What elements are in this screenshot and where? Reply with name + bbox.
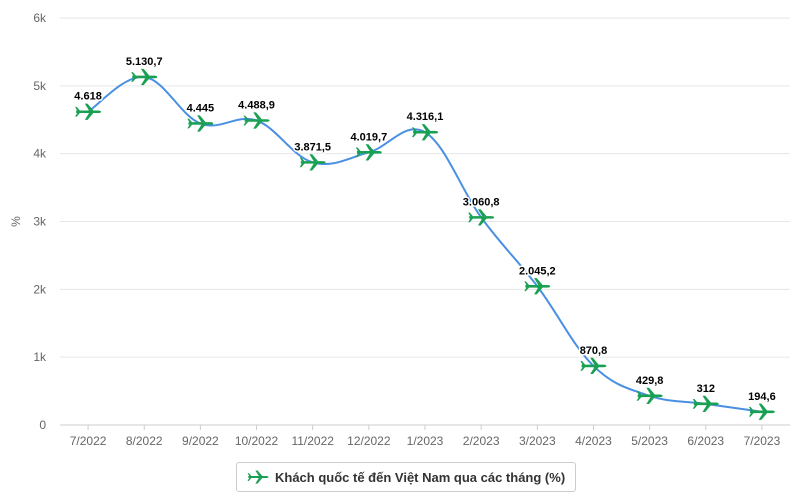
data-label: 4.618 xyxy=(74,91,102,103)
airplane-icon[interactable] xyxy=(748,403,775,420)
y-tick-label: 1k xyxy=(33,350,47,364)
x-tick-label: 3/2023 xyxy=(519,434,556,448)
x-tick-label: 1/2023 xyxy=(407,434,444,448)
x-tick-label: 7/2023 xyxy=(744,434,781,448)
x-tick-label: 11/2022 xyxy=(291,434,334,448)
data-label: 312 xyxy=(697,383,715,395)
line-chart: 0 1k 2k 3k 4k 5k 6k % 7/2022 8/2022 9/2022 10/202… xyxy=(9,11,790,448)
x-axis-ticks: 7/2022 8/2022 9/2022 10/2022 11/2022 12/2022 1… xyxy=(70,425,781,448)
y-axis-title: % xyxy=(9,216,23,227)
airplane-icon[interactable] xyxy=(75,103,102,120)
y-tick-label: 4k xyxy=(33,147,47,161)
data-label: 2.045,2 xyxy=(519,265,556,277)
x-tick-label: 4/2023 xyxy=(575,434,612,448)
airplane-icon[interactable] xyxy=(299,154,326,171)
data-label: 4.019,7 xyxy=(350,131,387,143)
airplane-icon[interactable] xyxy=(692,395,719,412)
data-label: 3.871,5 xyxy=(294,141,331,153)
airplane-icon xyxy=(247,470,269,484)
gridlines xyxy=(60,17,790,426)
y-tick-label: 6k xyxy=(33,11,47,25)
x-tick-label: 12/2022 xyxy=(347,434,391,448)
airplane-icon[interactable] xyxy=(412,124,438,141)
x-tick-label: 2/2023 xyxy=(463,434,500,448)
airplane-icon[interactable] xyxy=(355,144,382,161)
x-tick-label: 7/2022 xyxy=(70,434,107,448)
data-label: 4.488,9 xyxy=(238,100,275,112)
x-tick-label: 9/2022 xyxy=(182,434,219,448)
airplane-icon[interactable] xyxy=(580,357,607,375)
data-labels: 4.618 5.130,7 4.445 4.488,9 3.871,5 4.019,7 4.… xyxy=(73,54,777,404)
data-label: 194,6 xyxy=(748,391,776,403)
airplane-icon[interactable] xyxy=(524,278,551,295)
data-label: 3.060,8 xyxy=(463,196,500,208)
airplane-icon[interactable] xyxy=(636,387,663,404)
x-tick-label: 6/2023 xyxy=(687,434,724,448)
x-tick-label: 8/2022 xyxy=(126,434,163,448)
data-label: 4.316,1 xyxy=(407,111,444,123)
y-tick-label: 0 xyxy=(39,418,46,432)
x-tick-label: 10/2022 xyxy=(235,434,279,448)
y-axis-ticks: 0 1k 2k 3k 4k 5k 6k xyxy=(33,11,47,432)
y-tick-label: 5k xyxy=(33,79,47,93)
y-tick-label: 2k xyxy=(33,282,47,296)
airplane-icon[interactable] xyxy=(131,68,158,86)
x-tick-label: 5/2023 xyxy=(631,434,668,448)
airplane-icon[interactable] xyxy=(468,209,495,226)
legend-label: Khách quốc tế đến Việt Nam qua các tháng… xyxy=(275,469,566,485)
legend[interactable]: Khách quốc tế đến Việt Nam qua các tháng… xyxy=(236,462,577,492)
data-label: 429,8 xyxy=(636,375,664,387)
y-tick-label: 3k xyxy=(33,215,47,229)
data-label: 870,8 xyxy=(580,345,608,357)
data-label: 5.130,7 xyxy=(126,56,163,68)
data-label: 4.445 xyxy=(187,102,215,114)
